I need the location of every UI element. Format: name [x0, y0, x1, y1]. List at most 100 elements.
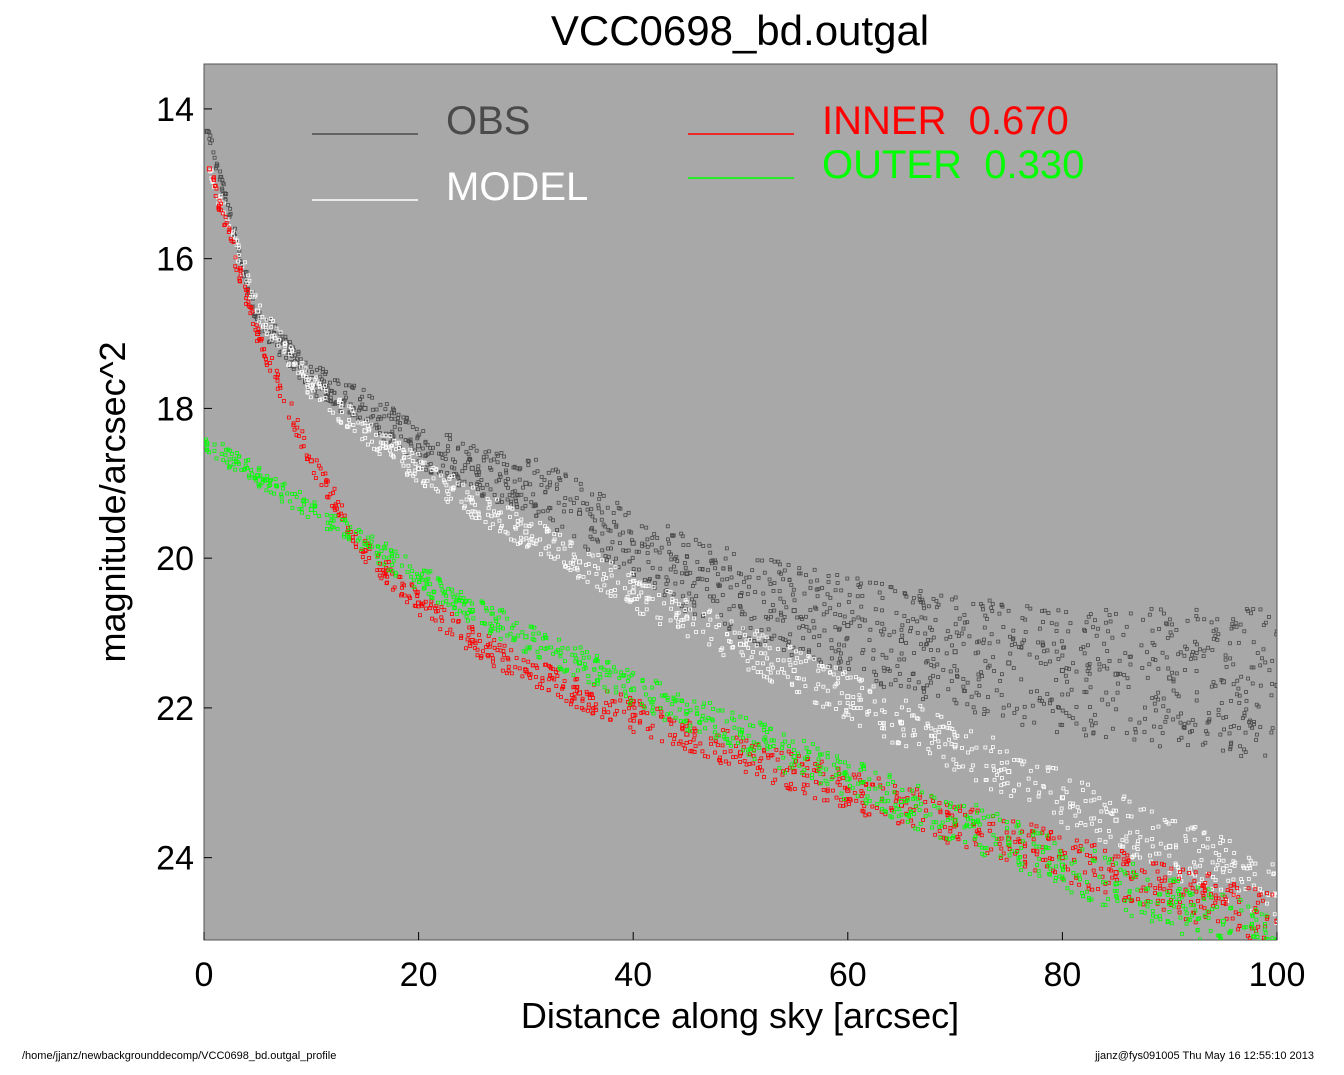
scatter-point: [570, 561, 575, 566]
scatter-point: [1235, 886, 1239, 890]
scatter-point: [706, 568, 710, 573]
scatter-point: [284, 355, 288, 360]
scatter-point: [591, 682, 596, 687]
scatter-point: [1108, 800, 1113, 805]
scatter-point: [749, 655, 754, 660]
scatter-point: [904, 744, 909, 749]
scatter-point: [1236, 640, 1241, 645]
scatter-point: [873, 607, 878, 612]
scatter-point: [1199, 858, 1204, 863]
scatter-point: [799, 615, 803, 619]
scatter-point: [1207, 717, 1212, 722]
y-axis-label: magnitude/arcsec^2: [92, 341, 133, 662]
scatter-point: [221, 458, 226, 463]
scatter-point: [1167, 902, 1172, 906]
scatter-point: [1206, 711, 1211, 715]
scatter-point: [1036, 794, 1041, 799]
scatter-point: [1227, 930, 1232, 935]
scatter-point: [785, 768, 789, 772]
scatter-point: [377, 552, 381, 556]
scatter-point: [268, 316, 273, 321]
scatter-point: [808, 608, 813, 613]
data-point: [1113, 817, 1119, 823]
scatter-point: [264, 357, 268, 361]
scatter-point: [605, 689, 610, 694]
data-point: [898, 638, 904, 644]
scatter-point: [273, 477, 278, 481]
scatter-point: [1190, 913, 1195, 918]
scatter-point: [590, 526, 594, 530]
scatter-point: [547, 677, 551, 682]
scatter-point: [370, 439, 374, 444]
scatter-point: [1255, 900, 1260, 905]
scatter-point: [825, 701, 830, 706]
scatter-point: [805, 757, 809, 762]
scatter-point: [245, 465, 250, 470]
scatter-point: [487, 502, 492, 507]
scatter-point: [253, 293, 258, 298]
scatter-point: [992, 777, 997, 782]
scatter-point: [1265, 891, 1269, 896]
scatter-point: [1206, 719, 1211, 724]
scatter-point: [1125, 676, 1130, 681]
scatter-point: [1270, 726, 1275, 731]
scatter-point: [296, 371, 300, 376]
scatter-point: [496, 622, 500, 627]
scatter-point: [470, 630, 475, 635]
scatter-point: [945, 813, 950, 818]
scatter-point: [276, 343, 281, 348]
scatter-point: [1037, 696, 1042, 701]
scatter-point: [1136, 897, 1140, 902]
scatter-point: [452, 605, 457, 610]
scatter-point: [230, 234, 235, 239]
scatter-point: [1064, 711, 1069, 715]
scatter-point: [787, 645, 792, 650]
scatter-point: [1258, 607, 1263, 612]
scatter-point: [1254, 917, 1259, 922]
scatter-point: [965, 680, 970, 685]
scatter-point: [432, 590, 436, 595]
scatter-point: [324, 478, 329, 483]
scatter-point: [294, 495, 299, 499]
scatter-point: [1110, 812, 1115, 816]
scatter-point: [744, 716, 748, 720]
scatter-point: [562, 546, 567, 551]
scatter-point: [801, 636, 806, 641]
scatter-point: [846, 764, 851, 769]
scatter-point: [650, 565, 655, 570]
scatter-point: [509, 671, 514, 676]
scatter-point: [1190, 891, 1195, 896]
scatter-point: [384, 541, 388, 546]
data-point: [1006, 769, 1012, 775]
scatter-point: [1078, 877, 1082, 882]
scatter-point: [262, 347, 267, 352]
scatter-point: [311, 382, 315, 387]
scatter-point: [769, 614, 773, 619]
scatter-point: [279, 494, 284, 499]
scatter-point: [867, 638, 872, 643]
scatter-point: [757, 745, 762, 750]
scatter-point: [1055, 705, 1060, 709]
scatter-point: [790, 682, 795, 687]
scatter-point: [1090, 723, 1094, 728]
scatter-point: [797, 763, 802, 768]
scatter-point: [698, 720, 702, 725]
scatter-point: [481, 649, 485, 654]
scatter-point: [917, 598, 922, 602]
scatter-point: [744, 642, 748, 647]
scatter-point: [372, 446, 376, 451]
scatter-point: [498, 510, 503, 515]
scatter-point: [1011, 830, 1016, 835]
scatter-point: [1171, 717, 1175, 722]
chart-title: VCC0698_bd.outgal: [551, 7, 929, 54]
scatter-point: [644, 525, 649, 530]
scatter-point: [623, 548, 628, 553]
scatter-point: [1185, 827, 1190, 832]
scatter-point: [217, 207, 221, 212]
scatter-point: [1174, 843, 1178, 848]
scatter-point: [347, 410, 352, 415]
scatter-point: [1005, 826, 1009, 831]
scatter-point: [723, 759, 728, 764]
scatter-point: [390, 563, 395, 567]
scatter-point: [450, 632, 455, 637]
